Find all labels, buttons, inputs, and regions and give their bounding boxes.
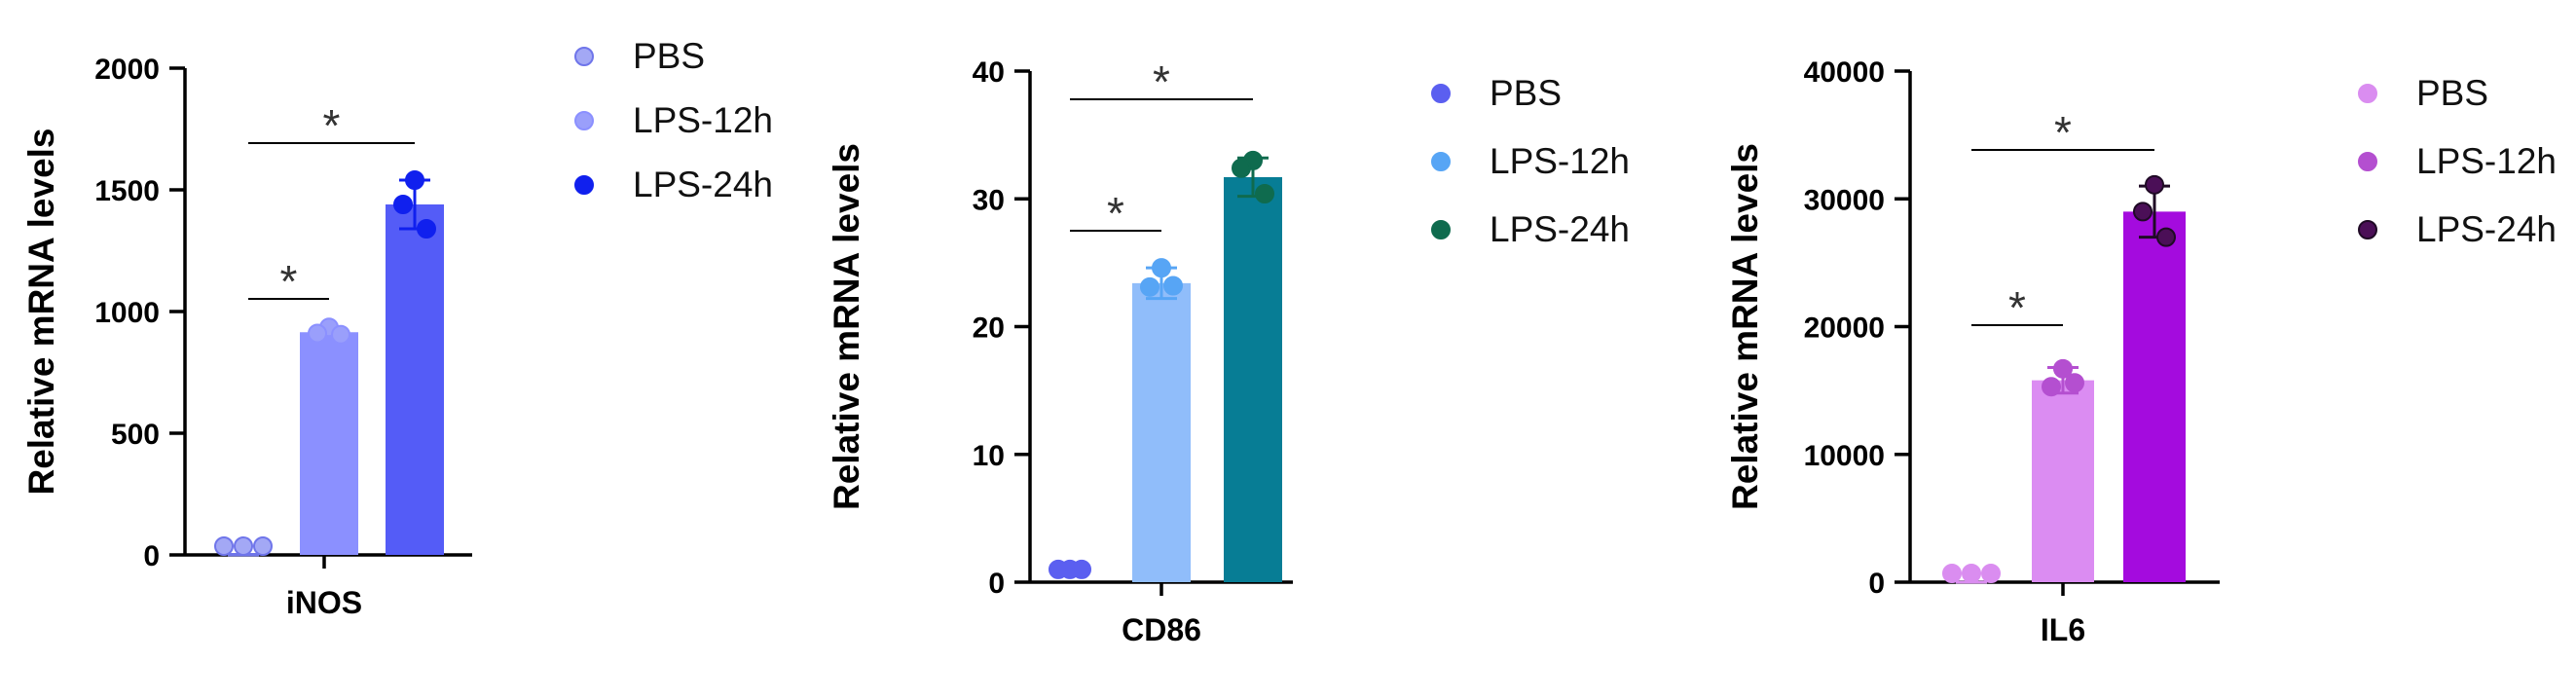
data-point bbox=[417, 219, 436, 239]
y-tick-label: 10000 bbox=[1804, 440, 1885, 472]
significance-marker: * bbox=[323, 100, 341, 151]
y-tick-label: 500 bbox=[111, 419, 160, 451]
legend: PBS LPS-12h LPS-24h bbox=[1431, 73, 1630, 249]
y-tick-label: 20 bbox=[973, 313, 1005, 345]
legend: PBS LPS-12h LPS-24h bbox=[2358, 73, 2557, 249]
data-point bbox=[2042, 377, 2061, 397]
y-tick-label: 1500 bbox=[94, 175, 160, 207]
y-tick-label: 0 bbox=[143, 540, 160, 572]
data-point bbox=[1962, 564, 1981, 583]
legend: PBS LPS-12h LPS-24h bbox=[574, 36, 773, 204]
bar bbox=[386, 204, 444, 555]
y-axis-title: Relative mRNA levels bbox=[827, 143, 866, 510]
series-lps-12h bbox=[300, 317, 358, 555]
y-tick-label: 0 bbox=[988, 568, 1005, 600]
legend-label: PBS bbox=[1490, 73, 1562, 113]
chart-panel-il6: 0 10000 20000 30000 40000 Relative mRNA level… bbox=[1725, 56, 2557, 647]
significance-marker: * bbox=[2054, 107, 2072, 158]
data-point bbox=[214, 536, 234, 556]
y-tick-label: 1000 bbox=[94, 297, 160, 329]
legend-label: PBS bbox=[2416, 73, 2488, 113]
y-tick-label: 20000 bbox=[1804, 313, 1885, 345]
data-point bbox=[405, 170, 424, 190]
data-point bbox=[331, 324, 350, 345]
data-point bbox=[2156, 227, 2176, 247]
legend-marker bbox=[2358, 220, 2377, 239]
bar bbox=[2032, 380, 2094, 582]
legend-marker bbox=[1431, 220, 1451, 239]
data-point bbox=[234, 536, 253, 556]
data-point bbox=[1140, 276, 1159, 297]
y-axis-title: Relative mRNA levels bbox=[1725, 143, 1765, 510]
y-tick-label: 0 bbox=[1868, 568, 1885, 600]
legend-marker bbox=[574, 175, 594, 195]
bar bbox=[1224, 176, 1282, 582]
y-tick-label: 2000 bbox=[94, 54, 160, 86]
legend-marker bbox=[2358, 84, 2377, 103]
data-point bbox=[1232, 158, 1251, 178]
data-point bbox=[253, 536, 273, 556]
y-tick-label: 30 bbox=[973, 184, 1005, 216]
data-point bbox=[1942, 564, 1962, 583]
y-axis-title: Relative mRNA levels bbox=[21, 128, 61, 495]
data-point bbox=[1163, 276, 1183, 296]
series-lps-24h bbox=[1224, 150, 1282, 582]
x-category-label: iNOS bbox=[286, 585, 362, 620]
bar bbox=[2123, 211, 2186, 582]
series-pbs bbox=[214, 536, 273, 557]
y-tick-label: 40 bbox=[973, 56, 1005, 89]
series-lps-12h bbox=[2032, 358, 2094, 582]
series-lps-24h bbox=[2123, 174, 2186, 582]
data-point bbox=[1152, 258, 1171, 278]
legend-marker bbox=[574, 111, 594, 130]
legend-label: LPS-12h bbox=[633, 100, 773, 140]
legend-label: LPS-24h bbox=[633, 165, 773, 204]
bar bbox=[1132, 282, 1191, 582]
legend-label: LPS-12h bbox=[2416, 141, 2557, 181]
y-tick-label: 10 bbox=[973, 440, 1005, 472]
legend-marker bbox=[2358, 152, 2377, 171]
legend-marker bbox=[574, 47, 594, 66]
data-point bbox=[1255, 184, 1274, 203]
data-point bbox=[393, 195, 413, 214]
y-tick-label: 40000 bbox=[1804, 56, 1885, 89]
significance-marker: * bbox=[2008, 282, 2026, 333]
series-pbs bbox=[1049, 559, 1091, 579]
chart-panel-inos: 0 500 1000 1500 2000 Relative mRNA levels iNOS… bbox=[21, 36, 773, 620]
series-lps-24h bbox=[386, 170, 444, 555]
legend-label: LPS-12h bbox=[1490, 141, 1630, 181]
bar bbox=[300, 332, 358, 555]
significance-marker: * bbox=[280, 256, 298, 307]
x-category-label: CD86 bbox=[1122, 612, 1201, 647]
data-point bbox=[2053, 358, 2073, 379]
legend-marker bbox=[1431, 84, 1451, 103]
data-point bbox=[1072, 559, 1091, 579]
chart-panel-cd86: 0 10 20 30 40 Relative mRNA levels CD86 * * PBS LP… bbox=[827, 56, 1630, 647]
data-point bbox=[1049, 559, 1068, 579]
significance-marker: * bbox=[1107, 188, 1124, 239]
legend-label: LPS-24h bbox=[1490, 209, 1630, 249]
data-point bbox=[2065, 373, 2084, 393]
data-point bbox=[2145, 174, 2164, 195]
series-lps-12h bbox=[1132, 258, 1191, 582]
significance-marker: * bbox=[1153, 56, 1170, 107]
data-point bbox=[1981, 564, 2001, 583]
data-point bbox=[308, 323, 327, 344]
legend-marker bbox=[1431, 152, 1451, 171]
legend-label: PBS bbox=[633, 36, 705, 76]
y-tick-label: 30000 bbox=[1804, 184, 1885, 216]
series-pbs bbox=[1942, 564, 2001, 584]
x-category-label: IL6 bbox=[2041, 612, 2085, 647]
data-point bbox=[2133, 202, 2153, 222]
legend-label: LPS-24h bbox=[2416, 209, 2557, 249]
